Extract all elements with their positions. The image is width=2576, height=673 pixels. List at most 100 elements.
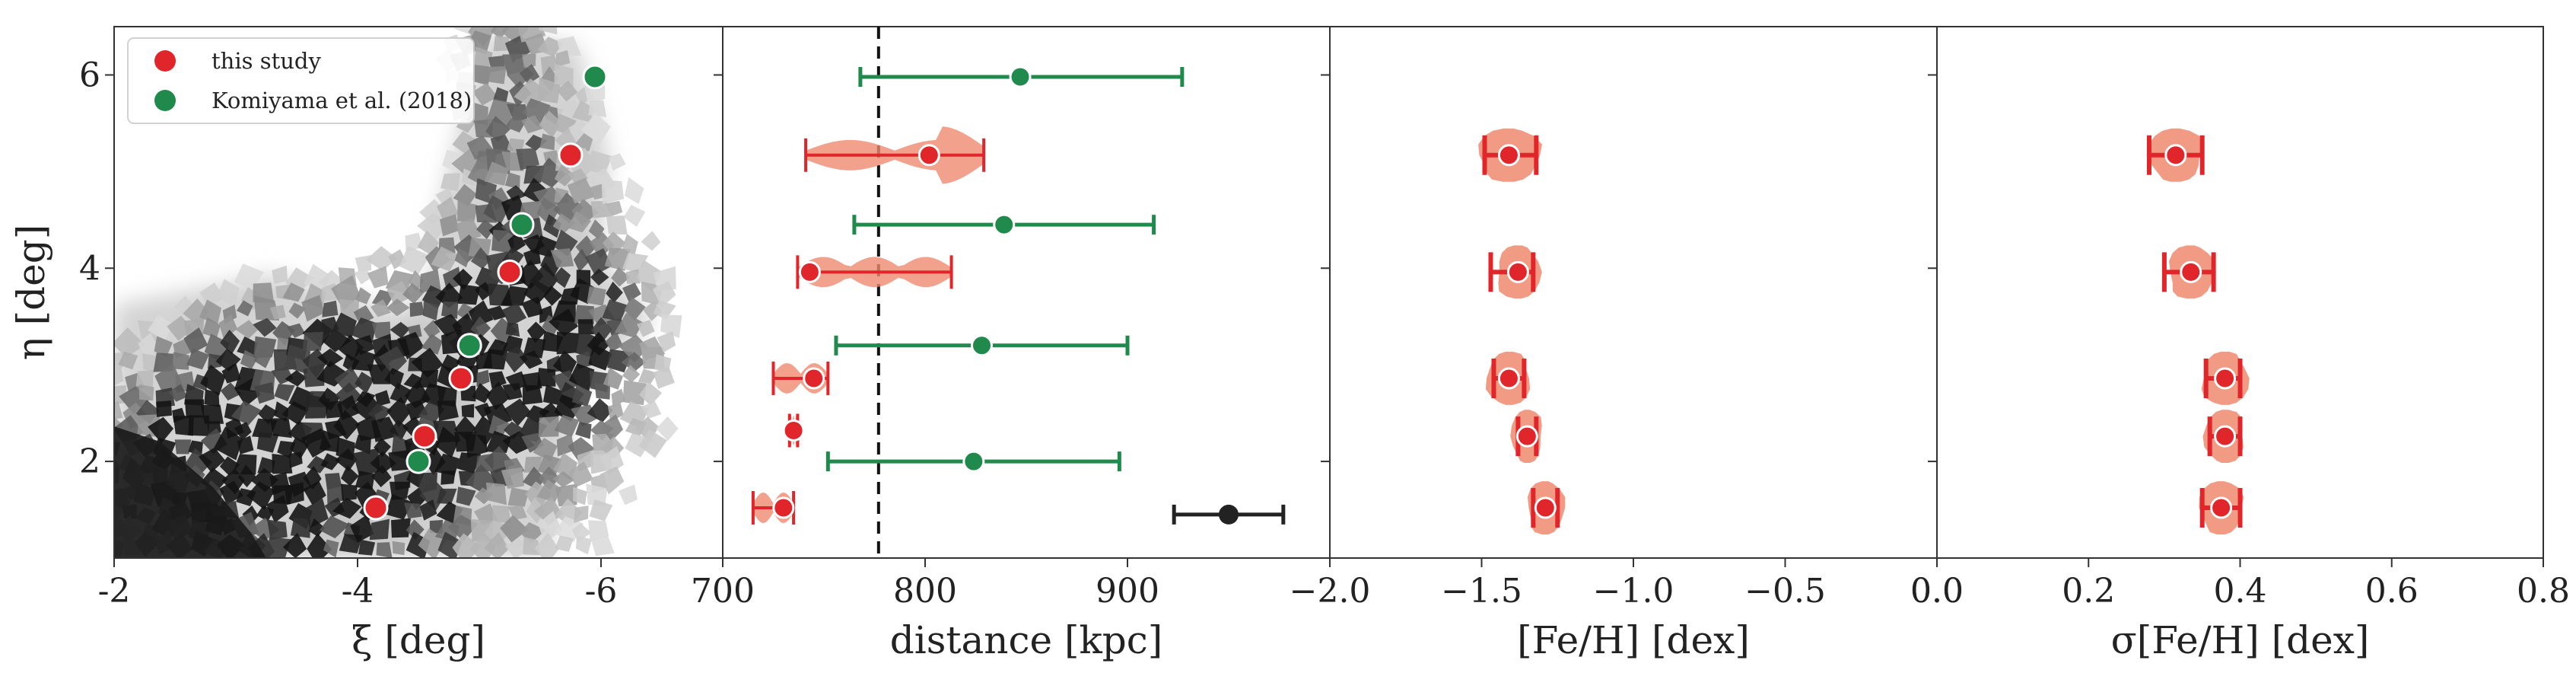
density-cell — [543, 214, 561, 238]
density-cell — [333, 410, 360, 440]
density-cell — [656, 416, 679, 442]
density-cell — [402, 282, 425, 304]
density-cell — [554, 63, 574, 87]
density-cell — [567, 177, 595, 204]
density-cell — [543, 285, 563, 306]
density-cell — [272, 265, 288, 284]
plot-layer: -2 -4 -6 ξ [deg] 700 800 900 distance [kpc] −2.0… — [9, 26, 2570, 662]
density-cell — [519, 350, 543, 369]
density-cell — [484, 161, 509, 186]
density-cell — [302, 332, 323, 352]
density-cell — [501, 285, 529, 306]
density-cell — [392, 541, 405, 556]
density-cell — [526, 321, 546, 343]
density-cell — [391, 518, 411, 538]
density-cell — [609, 153, 626, 171]
density-cell — [490, 317, 517, 346]
density-cell — [457, 284, 481, 305]
density-map — [114, 27, 682, 558]
density-cell — [521, 296, 543, 318]
point-panel-3 — [1534, 496, 1557, 519]
density-cell — [419, 270, 441, 293]
density-cell — [587, 398, 613, 423]
distance-point-this-study — [772, 496, 795, 519]
panel-frame-4 — [1936, 26, 2544, 559]
density-cell — [308, 518, 325, 537]
density-cell — [465, 433, 488, 458]
density-cell — [204, 389, 220, 407]
density-cell — [566, 211, 591, 233]
point-panel-3 — [1497, 367, 1520, 390]
point-panel-3 — [1497, 144, 1520, 167]
density-cell — [404, 502, 422, 519]
density-cell — [606, 281, 623, 303]
distance-point-komiyama — [993, 213, 1016, 236]
density-cell — [148, 416, 174, 444]
y-axis-label: η [deg] — [9, 225, 53, 360]
xtick-label-2: 900 — [1096, 572, 1159, 611]
density-cell — [234, 263, 265, 292]
density-cell — [657, 331, 676, 353]
distance-point-komiyama — [1009, 65, 1032, 88]
density-cell — [198, 448, 225, 473]
distance-point-this-study — [798, 260, 821, 283]
density-cell — [471, 64, 493, 85]
density-cell — [571, 384, 593, 407]
density-cell — [581, 113, 611, 145]
density-cell — [452, 131, 479, 155]
density-cell — [516, 148, 539, 171]
density-cell — [367, 266, 389, 289]
xtick-label-3: −1.5 — [1441, 572, 1522, 611]
density-cell — [317, 348, 344, 368]
density-cell — [625, 269, 641, 284]
density-cell — [534, 532, 559, 558]
density-cell — [118, 351, 138, 370]
density-cell — [437, 488, 457, 504]
sky-point-komiyama — [405, 448, 431, 474]
density-cell — [138, 333, 158, 358]
density-cell — [334, 366, 363, 394]
density-cell — [200, 404, 224, 424]
x-axis-label-3: [Fe/H] [dex] — [1517, 618, 1750, 662]
panel-frame-2 — [722, 26, 1331, 559]
density-cell — [488, 371, 507, 389]
sky-point-this-study — [497, 259, 523, 285]
density-cell — [290, 518, 311, 538]
distance-point-komiyama — [970, 334, 993, 357]
density-cell — [266, 537, 291, 558]
density-cell — [622, 252, 649, 273]
density-cell — [238, 464, 256, 488]
density-cell — [501, 467, 525, 489]
density-cell — [493, 87, 509, 103]
density-cell — [641, 231, 661, 251]
density-cell — [303, 363, 325, 388]
density-cell — [602, 299, 628, 322]
density-cell — [590, 200, 612, 218]
density-cell — [409, 301, 425, 317]
density-cell — [594, 383, 610, 400]
legend-marker-1 — [154, 50, 176, 72]
density-cell — [556, 433, 575, 457]
density-cell — [390, 321, 410, 339]
density-cell — [184, 399, 204, 419]
density-cell — [606, 215, 628, 235]
density-cell — [621, 352, 646, 372]
density-layer — [114, 27, 682, 558]
density-cell — [388, 450, 411, 471]
density-cell — [491, 229, 514, 254]
density-cell — [405, 519, 425, 541]
density-cell — [350, 514, 374, 543]
density-cell — [653, 366, 675, 389]
density-cell — [354, 434, 371, 455]
density-cell — [590, 535, 615, 557]
density-cell — [173, 352, 189, 370]
density-cell — [588, 520, 609, 542]
density-cell — [399, 245, 431, 275]
density-cell — [367, 403, 393, 423]
density-cell — [186, 348, 209, 370]
density-cell — [417, 369, 439, 388]
density-cell — [507, 104, 528, 121]
density-cell — [335, 448, 358, 471]
density-cell — [423, 301, 439, 321]
